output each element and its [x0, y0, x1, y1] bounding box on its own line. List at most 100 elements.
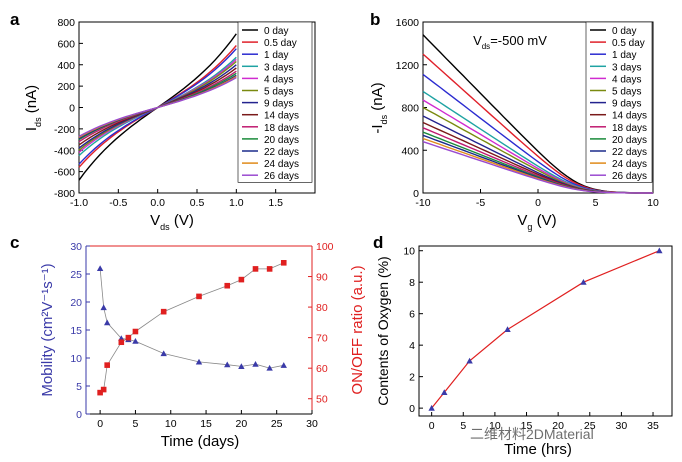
- y-tick-label-left-c: 10: [70, 353, 82, 365]
- legend-label-b: 14 days: [612, 111, 647, 122]
- series-line-c: [99, 268, 284, 369]
- legend-label-a: 0 day: [264, 26, 288, 37]
- legend-label-a: 26 days: [264, 171, 299, 182]
- y-tick-label-right-c: 80: [316, 302, 328, 314]
- mobility-point: [195, 358, 203, 365]
- x-tick-label-a: 0.5: [190, 197, 205, 209]
- y-tick-label-d: 6: [409, 309, 415, 321]
- y-tick-label-left-c: 20: [70, 297, 82, 309]
- x-axis-label-b: Vg (V): [517, 212, 556, 232]
- mobility-point: [280, 362, 287, 368]
- mobility-point: [103, 319, 111, 326]
- x-tick-label-b: -10: [415, 197, 430, 209]
- x-tick-label-d: 35: [647, 420, 659, 432]
- legend-label-a: 1 day: [264, 50, 288, 61]
- annotation-b-text: Vds=-500 mV: [473, 33, 547, 51]
- x-axis-label-c: Time (days): [161, 433, 240, 450]
- oxygen-point: [441, 389, 448, 395]
- y-axis-label-b: -Ids (nA): [369, 82, 389, 133]
- on-off-ratio-point: [224, 282, 231, 289]
- y-tick-label-left-c: 30: [70, 241, 82, 253]
- watermark: 二维材料2DMaterial: [470, 426, 594, 442]
- x-tick-label-d: 30: [616, 420, 628, 432]
- on-off-ratio-point: [238, 276, 245, 283]
- legend-label-b: 5 days: [612, 87, 641, 98]
- y-tick-label-a: 800: [57, 17, 75, 29]
- on-off-ratio-point: [160, 308, 167, 315]
- panel-label-a: a: [10, 10, 20, 29]
- x-tick-label-d: 20: [552, 420, 564, 432]
- mobility-point: [96, 265, 104, 271]
- y-tick-label-right-c: 100: [316, 241, 334, 253]
- y-tick-label-left-c: 5: [76, 381, 82, 393]
- y-axis-label-right-c: ON/OFF ratio (a.u.): [349, 265, 366, 394]
- x-axis-label-a-text: Vds (V): [150, 212, 194, 232]
- legend-label-b: 18 days: [612, 123, 647, 134]
- x-axis-label-d: Time (hrs): [504, 441, 572, 458]
- legend-label-a: 4 days: [264, 74, 293, 85]
- y-tick-label-b: 1600: [396, 17, 420, 29]
- on-off-ratio-point: [97, 389, 103, 396]
- x-tick-label-a: -1.0: [70, 197, 88, 209]
- x-tick-label-a: 1.5: [268, 197, 283, 209]
- mobility-point: [100, 304, 107, 311]
- on-off-ratio-point: [118, 339, 125, 346]
- x-tick-label-c: 25: [271, 418, 283, 430]
- x-tick-label-b: 10: [647, 197, 659, 209]
- x-axis-label-a: Vds (V): [150, 212, 194, 232]
- mobility-point: [252, 360, 259, 367]
- x-tick-label-c: 0: [97, 418, 103, 430]
- y-tick-label-b: 1200: [396, 60, 420, 72]
- x-tick-label-a: 0.0: [150, 197, 165, 209]
- oxygen-point: [580, 279, 587, 285]
- legend-label-b: 20 days: [612, 135, 647, 146]
- y-axis-label-left-c: Mobility (cm²V⁻¹s⁻¹): [39, 263, 56, 396]
- oxygen-point: [656, 247, 663, 254]
- mobility-point: [238, 363, 245, 369]
- legend-label-a: 18 days: [264, 123, 299, 134]
- legend-label-a: 3 days: [264, 62, 293, 73]
- on-off-ratio-point: [280, 260, 287, 266]
- on-off-ratio-point: [100, 386, 107, 393]
- legend-label-a: 9 days: [264, 99, 293, 110]
- x-tick-label-c: 15: [200, 418, 212, 430]
- legend-label-a: 20 days: [264, 135, 299, 146]
- on-off-ratio-point: [266, 266, 273, 272]
- legend-label-b: 9 days: [612, 99, 641, 110]
- mobility-point: [160, 350, 167, 357]
- x-tick-label-d: 5: [460, 420, 466, 432]
- legend-label-b: 22 days: [612, 147, 647, 158]
- series-line-d: [431, 250, 660, 409]
- oxygen-point: [466, 357, 473, 364]
- panel-label-c: c: [10, 233, 19, 252]
- on-off-ratio-point: [132, 328, 139, 335]
- y-tick-label-d: 4: [409, 340, 415, 352]
- legend-label-b: 24 days: [612, 159, 647, 170]
- panel-label-b: b: [370, 10, 380, 29]
- y-axis-label-d: Contents of Oxygen (%): [375, 256, 391, 405]
- legend-label-a: 24 days: [264, 159, 299, 170]
- oxygen-point: [428, 404, 435, 411]
- y-tick-label-a: 600: [57, 38, 75, 50]
- x-axis-label-b-text: Vg (V): [517, 212, 556, 232]
- series-line-a: [78, 58, 237, 153]
- annotation-b: Vds=-500 mV: [473, 33, 547, 51]
- panel-c: c 0 5 10 15 20 25 30 0 5 10 15 20 25 30 50 60 70 80 90 100 Ti…: [10, 233, 366, 450]
- series-line-a: [78, 76, 237, 138]
- x-tick-label-a: -0.5: [109, 197, 127, 209]
- x-tick-label-c: 30: [306, 418, 318, 430]
- legend-label-b: 26 days: [612, 171, 647, 182]
- x-tick-label-c: 5: [133, 418, 139, 430]
- series-line-b: [422, 141, 653, 194]
- y-tick-label-a: -800: [54, 188, 75, 200]
- on-off-ratio-point: [104, 362, 110, 368]
- y-tick-label-right-c: 50: [316, 394, 328, 406]
- series-line-a: [78, 45, 237, 168]
- series-line-c: [99, 262, 284, 393]
- y-tick-label-a: -600: [54, 167, 75, 179]
- on-off-ratio-point: [125, 334, 132, 341]
- x-tick-label-c: 10: [165, 418, 177, 430]
- y-tick-label-right-c: 70: [316, 333, 328, 345]
- mobility-point: [132, 338, 139, 344]
